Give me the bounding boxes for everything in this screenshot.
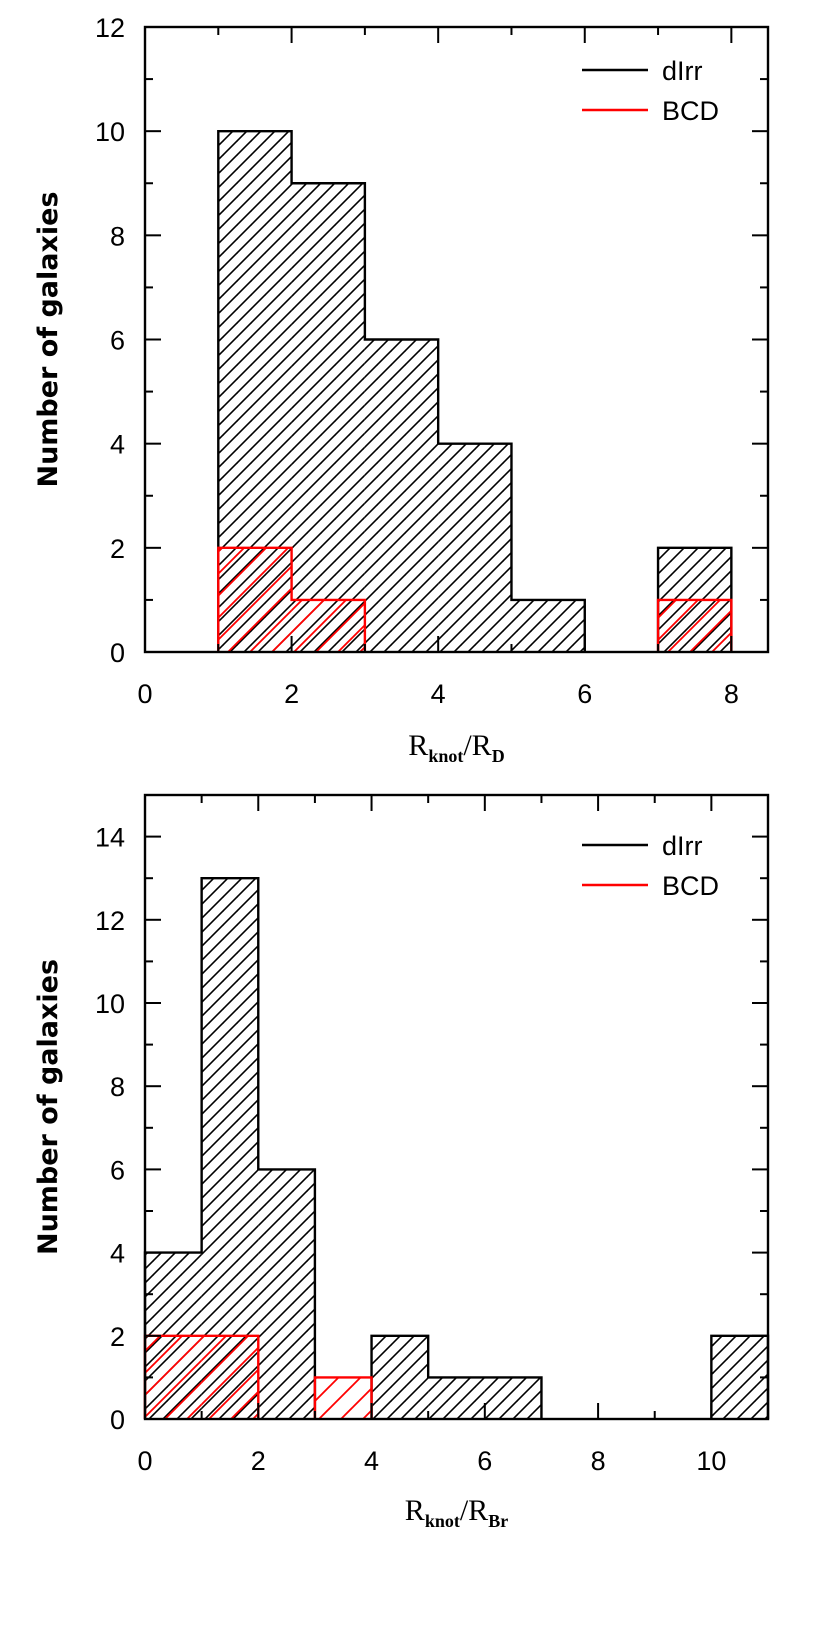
y-tick-label-8: 8 <box>110 1072 125 1102</box>
y-tick-label-10: 10 <box>95 117 125 147</box>
y-tick-label-2: 2 <box>110 1322 125 1352</box>
y-tick-label-8: 8 <box>110 221 125 251</box>
y-tick-label-14: 14 <box>95 823 125 853</box>
x-tick-label-4: 4 <box>364 1446 379 1476</box>
dirr-bar-fill-2 <box>364 339 439 652</box>
dirr-bar-fill-2 <box>258 1169 315 1419</box>
x-axis-title-xlabel_slash: / <box>463 729 472 762</box>
x-axis-title-xlabel_main2: R <box>468 1494 488 1527</box>
bcd-bar-fill-1 <box>201 1335 259 1419</box>
x-tick-label-2: 2 <box>284 679 299 709</box>
legend-label-bcd: BCD <box>662 871 719 901</box>
bottom-histogram-panel: 0 2 4 6 8 10 0 2 4 6 8 10 12 14 Number of galaxies Rkno… <box>33 793 770 1531</box>
bcd-bar-fill-2 <box>658 599 732 652</box>
x-tick-label-8: 8 <box>724 679 739 709</box>
plot-frame <box>143 793 770 1421</box>
x-axis-title-xlabel_sub2: D <box>492 746 505 766</box>
x-tick-label-0: 0 <box>137 679 152 709</box>
bcd-bar-fill-2 <box>314 1377 372 1419</box>
y-tick-label-2: 2 <box>110 534 125 564</box>
y-tick-label-12: 12 <box>95 13 125 43</box>
dirr-bar-fill-5 <box>484 1377 542 1419</box>
x-tick-label-6: 6 <box>477 1446 492 1476</box>
dirr-bar-fill-3 <box>438 443 512 652</box>
dirr-bar-fill-4 <box>511 599 585 652</box>
dirr-bar-fill-1 <box>291 183 365 652</box>
x-axis-title: Rknot/RD <box>408 729 504 766</box>
bcd-bar-fill-0 <box>145 1335 202 1419</box>
x-axis-title-xlabel_main: R <box>405 1494 425 1527</box>
legend-label-dirr: dIrr <box>662 56 703 86</box>
x-tick-label-0: 0 <box>137 1446 152 1476</box>
x-tick-label-6: 6 <box>577 679 592 709</box>
y-axis-title: Number of galaxies <box>33 191 64 487</box>
dirr-bar-fill-1 <box>201 878 259 1419</box>
y-tick-label-6: 6 <box>110 326 125 356</box>
y-tick-label-6: 6 <box>110 1155 125 1185</box>
x-axis-title-xlabel_sub2: Br <box>488 1511 508 1531</box>
x-axis-title: Rknot/RBr <box>405 1494 508 1531</box>
y-tick-label-0: 0 <box>110 1405 125 1435</box>
x-tick-label-2: 2 <box>251 1446 266 1476</box>
y-tick-label-0: 0 <box>110 638 125 668</box>
dirr-bar-fill-6 <box>711 1335 768 1419</box>
legend-label-bcd: BCD <box>662 96 719 126</box>
x-tick-label-8: 8 <box>591 1446 606 1476</box>
bcd-bar-fill-1 <box>291 599 365 652</box>
x-tick-label-10: 10 <box>696 1446 726 1476</box>
y-tick-label-12: 12 <box>95 906 125 936</box>
x-tick-label-4: 4 <box>431 679 446 709</box>
x-axis-title-xlabel_main: R <box>408 729 428 762</box>
x-axis-title-xlabel_slash: / <box>460 1494 469 1527</box>
y-axis-title: Number of galaxies <box>33 959 64 1255</box>
bcd-histogram-outline <box>217 546 733 652</box>
dirr-bar-fill-4 <box>428 1377 485 1419</box>
x-axis-title-xlabel_sub1: knot <box>425 1511 460 1531</box>
x-axis-title-xlabel_sub1: knot <box>428 746 463 766</box>
y-tick-label-4: 4 <box>110 430 125 460</box>
dirr-bar-fill-3 <box>371 1335 429 1419</box>
legend-label-dirr: dIrr <box>662 831 703 861</box>
bcd-bar-fill-0 <box>218 547 292 652</box>
y-tick-label-10: 10 <box>95 989 125 1019</box>
x-axis-title-xlabel_main2: R <box>472 729 492 762</box>
y-tick-label-4: 4 <box>110 1239 125 1269</box>
